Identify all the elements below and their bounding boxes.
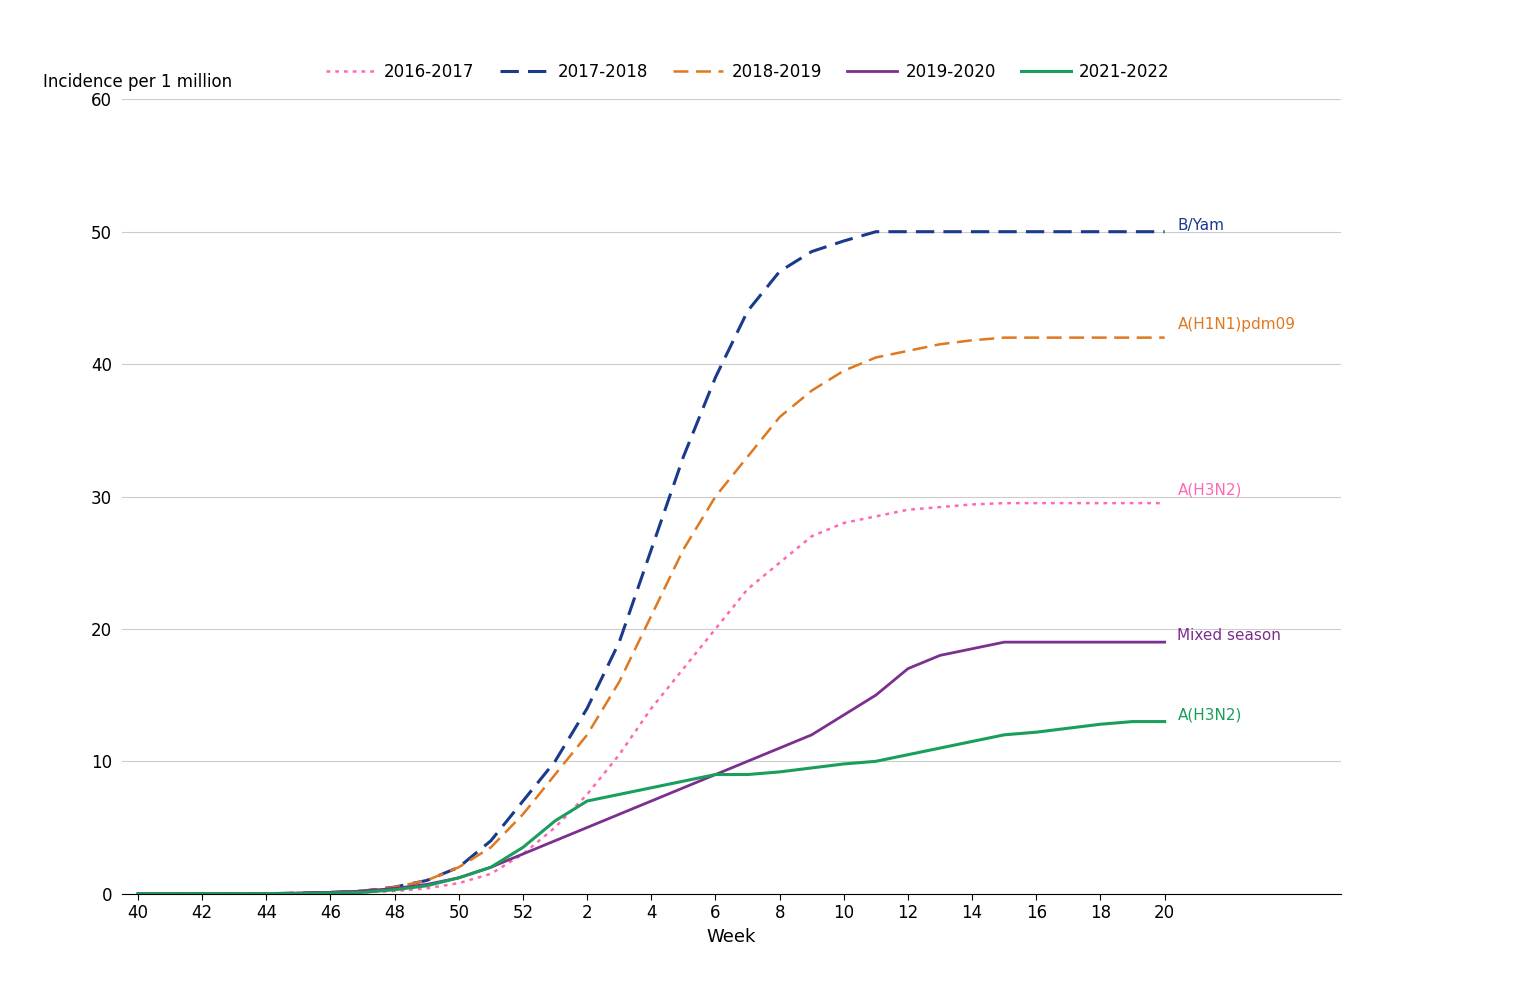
Text: Mixed season: Mixed season <box>1178 628 1282 643</box>
Text: B/Yam: B/Yam <box>1178 217 1224 232</box>
Text: A(H3N2): A(H3N2) <box>1178 707 1242 723</box>
X-axis label: Week: Week <box>707 927 756 945</box>
Legend: 2016-2017, 2017-2018, 2018-2019, 2019-2020, 2021-2022: 2016-2017, 2017-2018, 2018-2019, 2019-20… <box>319 56 1177 87</box>
Text: A(H3N2): A(H3N2) <box>1178 483 1242 497</box>
Text: A(H1N1)pdm09: A(H1N1)pdm09 <box>1178 317 1295 332</box>
Text: Incidence per 1 million: Incidence per 1 million <box>43 73 232 91</box>
